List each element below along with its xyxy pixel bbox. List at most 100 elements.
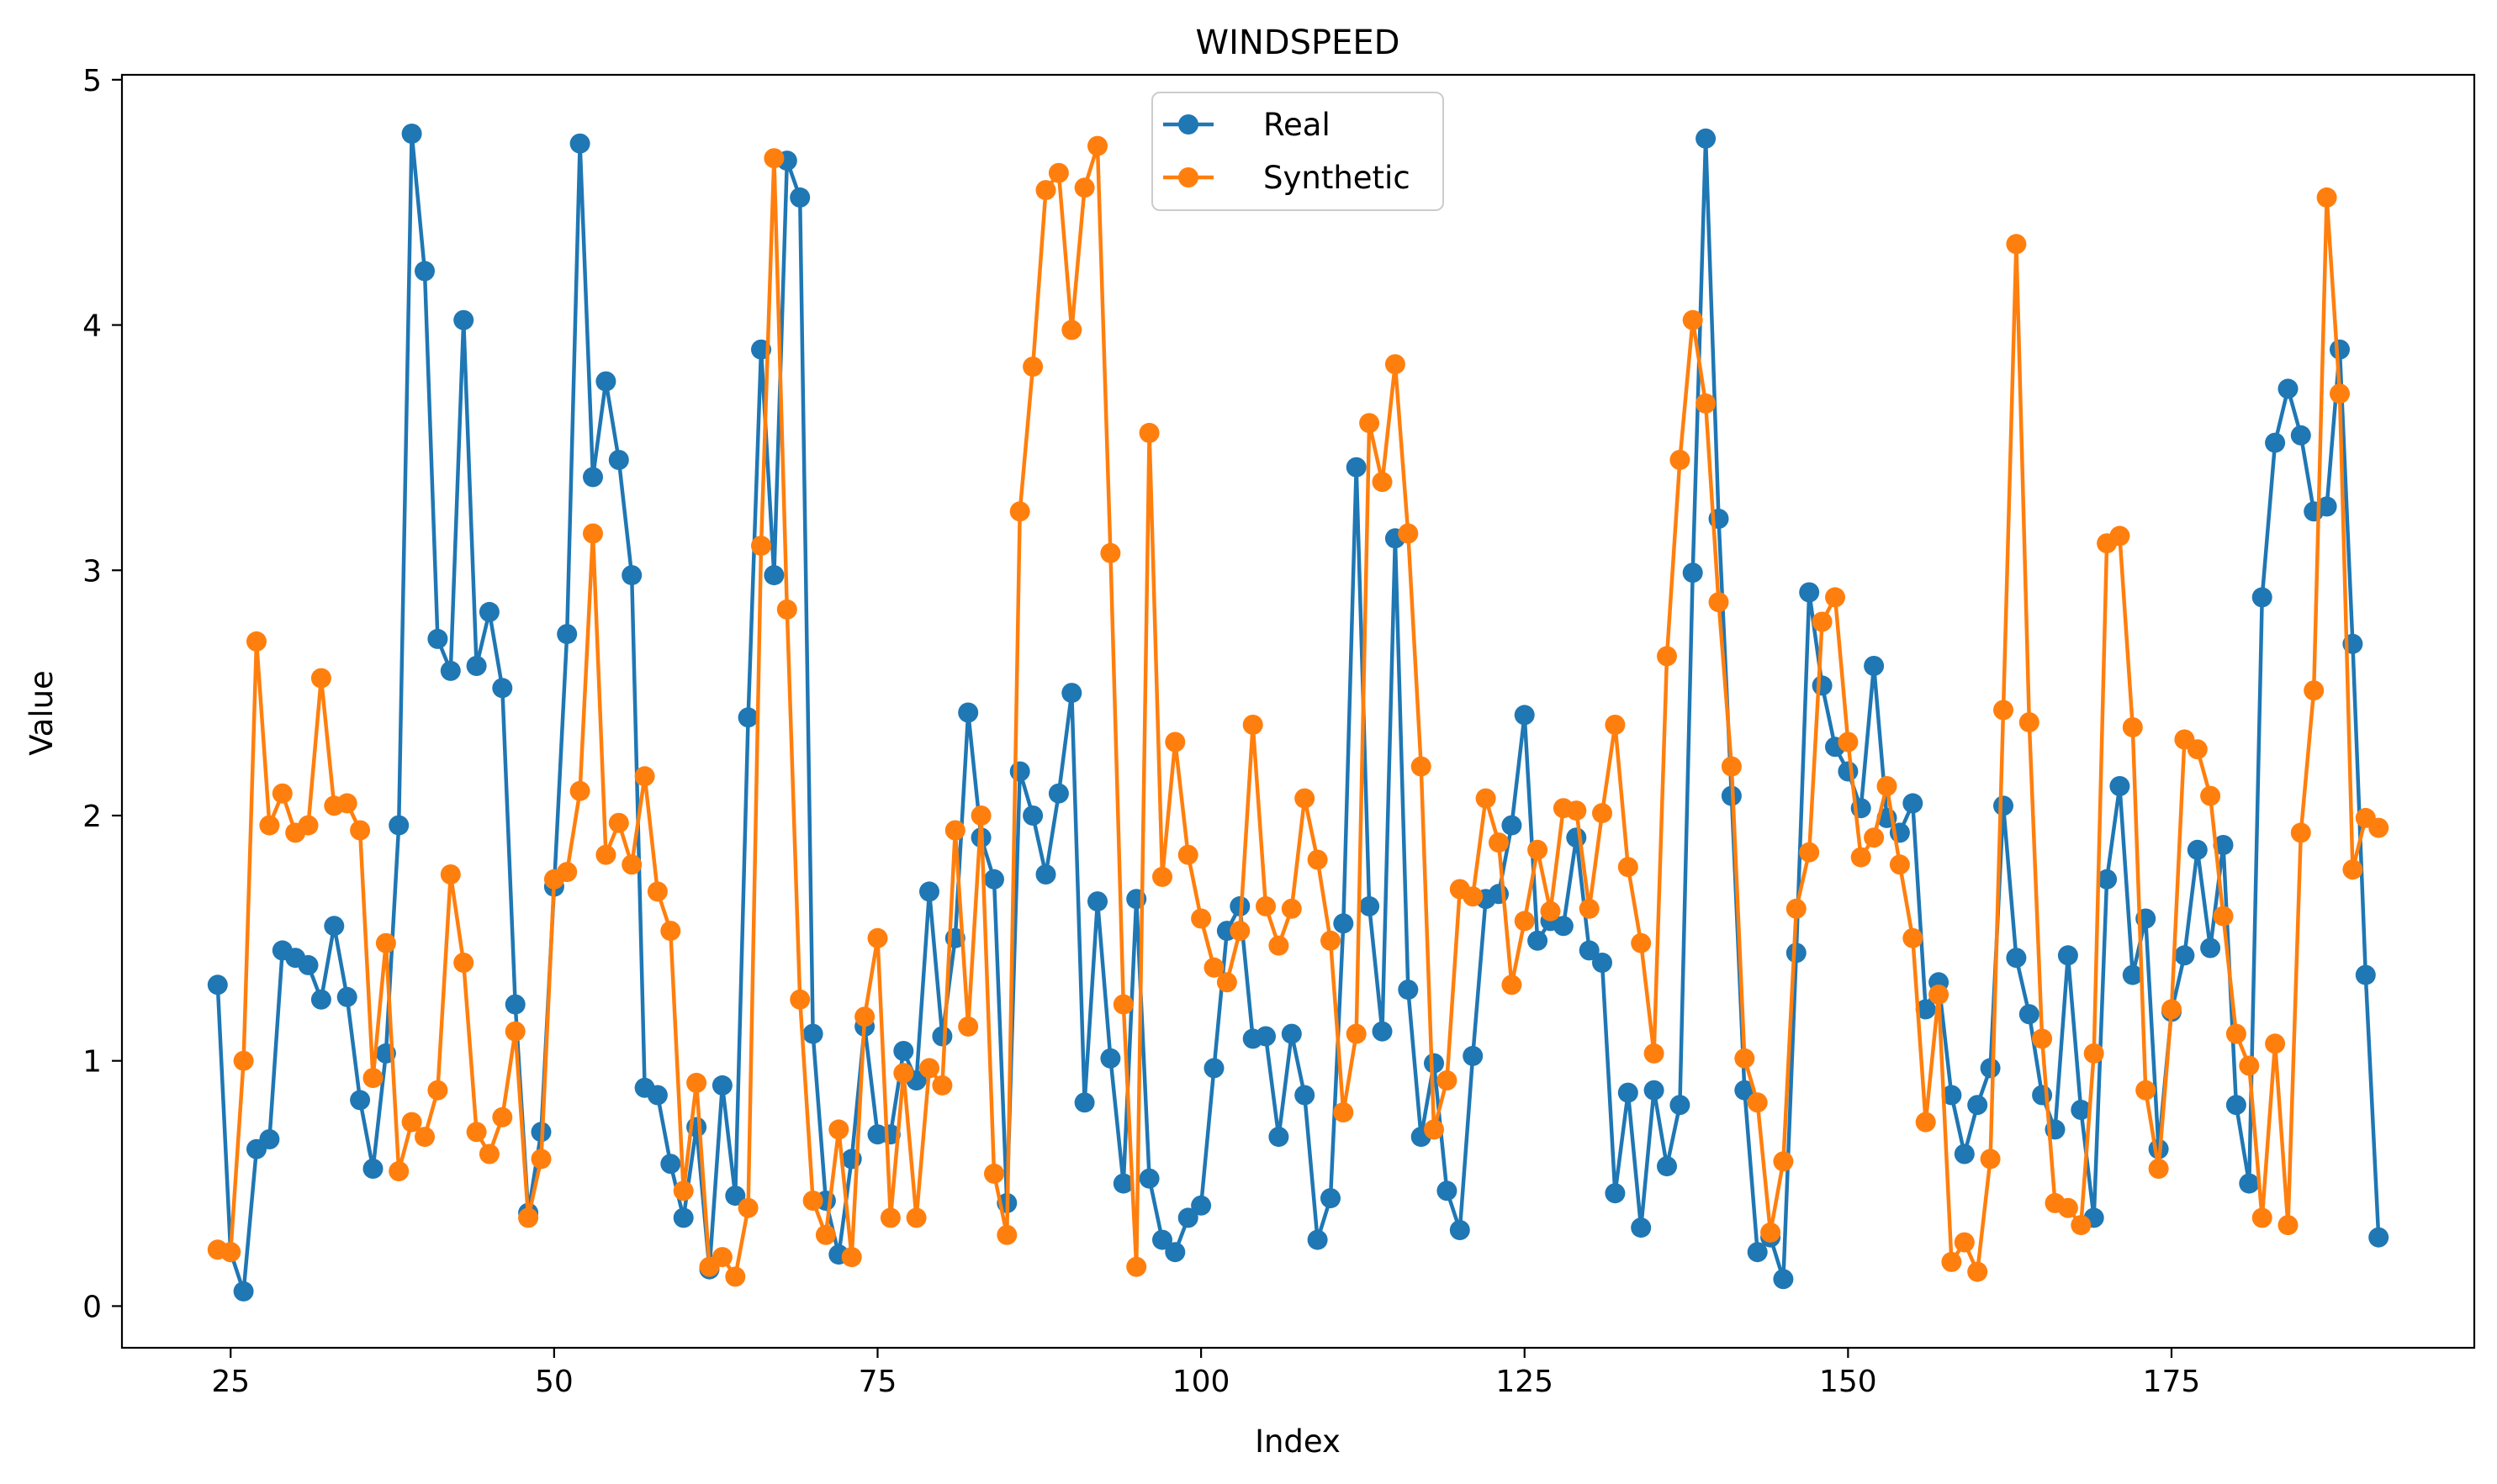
data-point-real <box>569 133 590 154</box>
data-point-synthetic <box>1954 1232 1975 1253</box>
data-point-synthetic <box>1592 803 1612 824</box>
data-point-synthetic <box>1256 895 1276 916</box>
data-point-synthetic <box>492 1106 513 1128</box>
data-point-synthetic <box>1902 927 1923 948</box>
data-point-synthetic <box>298 815 319 836</box>
data-point-real <box>2251 587 2272 608</box>
data-point-synthetic <box>1048 162 1069 183</box>
data-point-real <box>2071 1100 2092 1120</box>
data-point-real <box>725 1186 746 1207</box>
data-point-real <box>1035 864 1056 885</box>
legend-entry-synthetic: Synthetic <box>1163 160 1410 196</box>
data-point-synthetic <box>2265 1033 2286 1054</box>
data-point-real <box>1307 1229 1328 1250</box>
data-point-synthetic <box>246 631 267 652</box>
data-point-real <box>1954 1143 1975 1164</box>
data-point-synthetic <box>569 780 590 801</box>
data-point-synthetic <box>2018 712 2039 733</box>
data-point-synthetic <box>958 1016 979 1037</box>
data-point-synthetic <box>764 148 785 169</box>
data-point-real <box>259 1129 280 1149</box>
data-point-real <box>1346 457 1367 478</box>
x-axis-label: Index <box>1255 1423 1341 1460</box>
data-point-synthetic <box>1204 957 1225 978</box>
data-point-synthetic <box>1876 776 1897 796</box>
data-point-real <box>1463 1045 1484 1066</box>
data-point-real <box>505 994 526 1015</box>
data-point-real <box>466 656 487 676</box>
data-point-real <box>350 1090 371 1111</box>
legend-label-real: Real <box>1263 107 1330 143</box>
data-point-real <box>647 1085 668 1106</box>
data-point-real <box>1902 793 1923 814</box>
series-synthetic <box>207 135 2389 1287</box>
data-point-real <box>1785 943 1807 964</box>
data-point-synthetic <box>673 1180 694 1201</box>
data-point-synthetic <box>1747 1092 1768 1113</box>
data-point-real <box>1812 675 1833 696</box>
data-point-synthetic <box>1785 898 1807 919</box>
data-point-real <box>389 815 410 836</box>
data-point-real <box>1566 827 1587 848</box>
data-point-synthetic <box>505 1021 526 1042</box>
data-point-synthetic <box>401 1112 422 1133</box>
legend-box <box>1151 92 1444 211</box>
data-point-synthetic <box>1501 974 1522 995</box>
data-point-real <box>2018 1004 2039 1025</box>
data-point-synthetic <box>984 1163 1004 1184</box>
data-point-synthetic <box>686 1072 707 1093</box>
data-point-real <box>1527 930 1548 951</box>
data-point-synthetic <box>1100 542 1121 563</box>
data-point-real <box>2057 945 2078 966</box>
data-point-synthetic <box>815 1224 836 1245</box>
data-point-real <box>608 450 629 470</box>
data-point-real <box>1967 1095 1988 1116</box>
data-point-real <box>1696 128 1717 149</box>
data-point-synthetic <box>1967 1261 1988 1282</box>
data-point-synthetic <box>1579 898 1600 919</box>
data-point-real <box>1023 805 1044 826</box>
data-point-real <box>1553 916 1574 937</box>
data-point-real <box>1617 1082 1638 1103</box>
data-point-synthetic <box>1812 611 1833 632</box>
data-point-synthetic <box>1320 930 1341 951</box>
data-point-synthetic <box>1191 908 1212 929</box>
data-point-synthetic <box>725 1266 746 1287</box>
data-point-synthetic <box>1669 450 1690 470</box>
data-point-real <box>557 624 578 645</box>
data-point-synthetic <box>1009 501 1030 522</box>
series-layer <box>207 124 2389 1302</box>
data-point-real <box>1799 582 1820 603</box>
data-point-synthetic <box>802 1191 823 1211</box>
data-point-synthetic <box>1359 413 1380 434</box>
data-point-synthetic <box>1113 994 1134 1015</box>
data-point-synthetic <box>1928 984 1949 1005</box>
data-point-real <box>362 1159 384 1179</box>
data-point-real <box>1152 1229 1172 1250</box>
data-point-real <box>1177 1207 1198 1228</box>
data-point-synthetic <box>531 1149 552 1170</box>
data-point-synthetic <box>1424 1119 1444 1140</box>
data-point-real <box>802 1023 823 1044</box>
data-point-synthetic <box>583 523 603 544</box>
data-point-real <box>2330 339 2350 360</box>
data-point-real <box>336 986 357 1007</box>
data-point-synthetic <box>2239 1055 2260 1076</box>
plot-area <box>122 75 2474 1348</box>
data-point-synthetic <box>2213 906 2234 927</box>
data-point-synthetic <box>1023 356 1044 378</box>
data-point-real <box>401 124 422 144</box>
data-point-real <box>1915 999 1936 1020</box>
data-point-synthetic <box>259 815 280 836</box>
data-point-synthetic <box>1035 180 1056 201</box>
data-point-real <box>1449 1220 1470 1240</box>
data-point-real <box>1256 1026 1276 1047</box>
data-point-real <box>207 974 228 995</box>
data-point-synthetic <box>660 921 681 942</box>
data-point-synthetic <box>776 599 797 620</box>
data-point-real <box>1734 1080 1755 1101</box>
data-point-synthetic <box>880 1207 901 1228</box>
data-point-synthetic <box>1721 756 1742 777</box>
data-point-synthetic <box>1889 854 1910 875</box>
data-point-real <box>919 881 939 902</box>
